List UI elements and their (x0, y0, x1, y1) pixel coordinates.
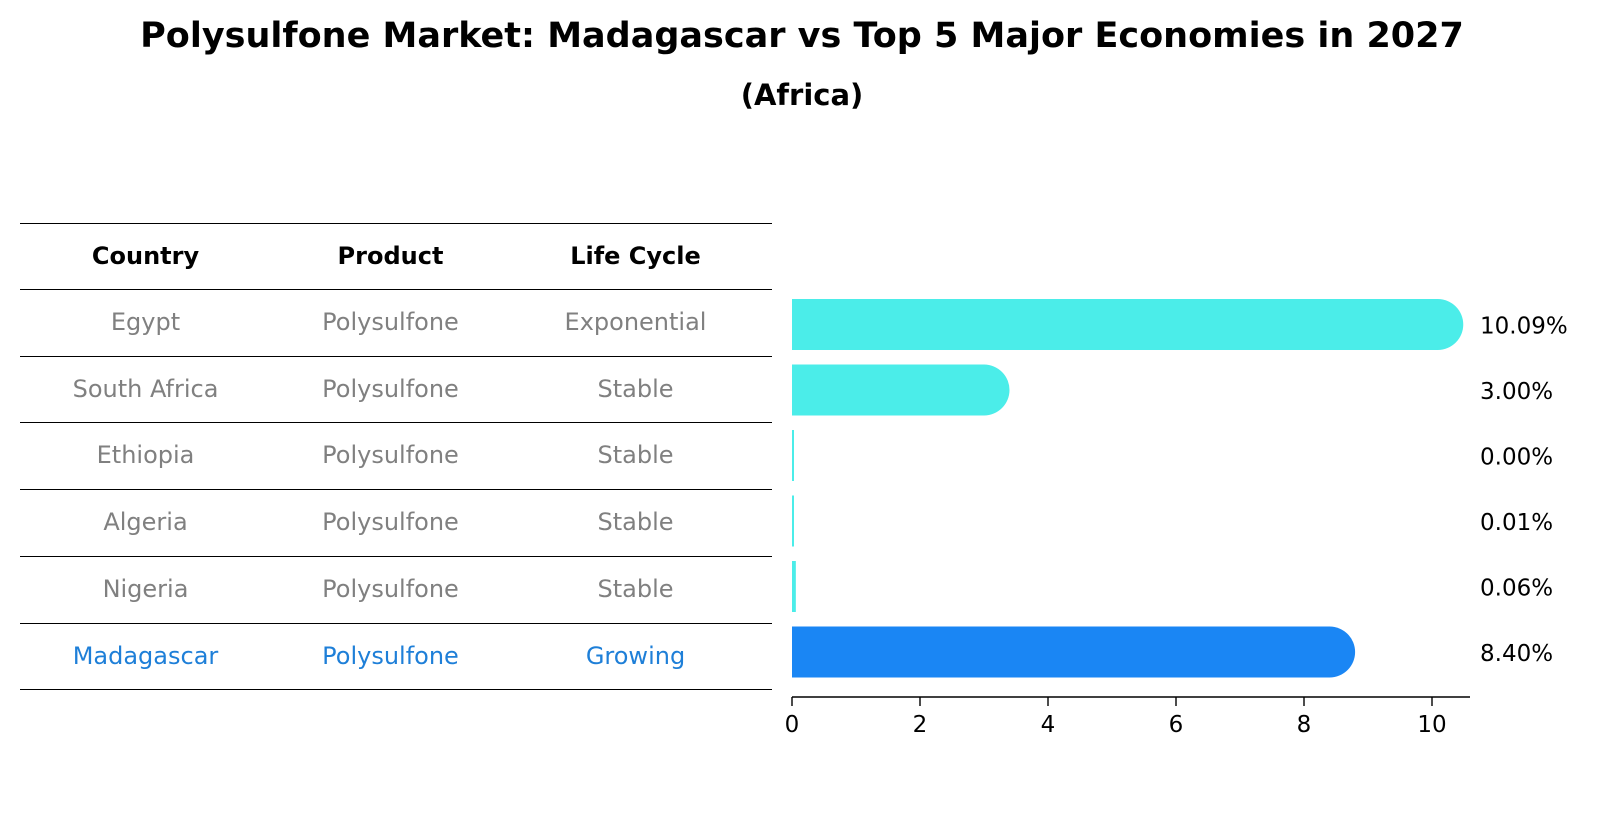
table-rule (20, 289, 772, 290)
x-tick-label: 6 (1169, 712, 1184, 738)
header-product: Product (337, 242, 444, 270)
cell-product: Polysulfone (322, 575, 459, 603)
cell-life-cycle: Stable (597, 575, 674, 603)
data-label: 0.00% (1480, 445, 1553, 471)
chart-title: Polysulfone Market: Madagascar vs Top 5 … (140, 16, 1464, 56)
cell-country: Ethiopia (96, 441, 195, 469)
x-tick-label: 0 (785, 712, 800, 738)
cell-product: Polysulfone (322, 375, 459, 403)
x-tick-label: 10 (1417, 712, 1446, 738)
cell-product: Polysulfone (322, 508, 459, 536)
table-row-highlight: Madagascar Polysulfone Growing (20, 623, 772, 690)
table-rule (20, 356, 772, 357)
table-rule (20, 489, 772, 490)
x-tick-label: 8 (1297, 712, 1312, 738)
header-country: Country (91, 242, 200, 270)
cell-country: Algeria (103, 508, 188, 536)
data-label: 0.06% (1480, 576, 1553, 602)
chart-subtitle: (Africa) (740, 78, 864, 112)
table-header-row: Country Product Life Cycle (20, 223, 772, 290)
bar-south-africa (792, 364, 1010, 416)
cell-product: Polysulfone (322, 441, 459, 469)
x-tick-label: 2 (913, 712, 928, 738)
table-rule (20, 422, 772, 423)
data-label: 8.40% (1480, 641, 1553, 667)
cell-life-cycle: Stable (597, 508, 674, 536)
table-row: Nigeria Polysulfone Stable (20, 556, 772, 623)
table-row: Egypt Polysulfone Exponential (20, 289, 772, 356)
bar-madagascar (792, 626, 1356, 678)
cell-life-cycle: Exponential (564, 308, 707, 336)
x-tick-label: 4 (1041, 712, 1056, 738)
cell-product: Polysulfone (322, 642, 459, 670)
table-row: Ethiopia Polysulfone Stable (20, 422, 772, 489)
table-row: South Africa Polysulfone Stable (20, 356, 772, 423)
data-label: 0.01% (1480, 510, 1553, 536)
bar-ethiopia (792, 430, 794, 481)
table-rule (20, 689, 772, 690)
cell-life-cycle: Stable (597, 441, 674, 469)
bar-egypt (792, 299, 1464, 350)
cell-life-cycle: Stable (597, 375, 674, 403)
table-rule (20, 556, 772, 557)
data-label: 10.09% (1480, 314, 1568, 340)
cell-product: Polysulfone (322, 308, 459, 336)
cell-country: Madagascar (72, 642, 219, 670)
table-row: Algeria Polysulfone Stable (20, 489, 772, 556)
cell-country: South Africa (72, 375, 219, 403)
bar-algeria (792, 495, 794, 547)
bar-nigeria (792, 561, 796, 612)
data-label: 3.00% (1480, 379, 1553, 405)
table-rule (20, 223, 772, 224)
cell-life-cycle: Growing (585, 642, 686, 670)
cell-country: Egypt (110, 308, 181, 336)
header-life-cycle: Life Cycle (570, 242, 701, 270)
cell-country: Nigeria (102, 575, 189, 603)
table-rule (20, 623, 772, 624)
